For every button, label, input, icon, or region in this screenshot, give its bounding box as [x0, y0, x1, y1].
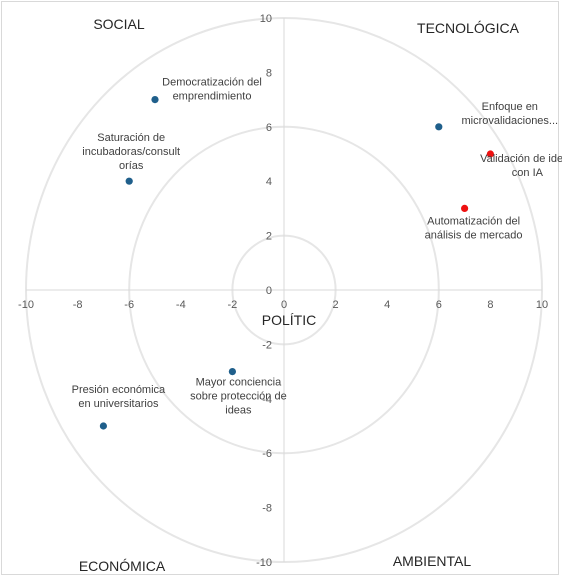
x-tick-label: 0 — [281, 299, 287, 311]
data-point-6 — [100, 422, 107, 429]
data-point-0 — [151, 96, 158, 103]
axes-layer — [26, 18, 542, 562]
y-tick-label: 0 — [266, 285, 272, 297]
x-tick-label: 10 — [536, 299, 548, 311]
quadrant-label-social: SOCIAL — [93, 16, 145, 32]
quadrant-label-economica: ECONÓMICA — [79, 558, 166, 574]
point-label: Validación de ideascon IA — [480, 153, 562, 179]
y-tick-label: 6 — [266, 122, 272, 134]
y-tick-label: -6 — [262, 448, 272, 460]
point-labels-layer: Democratización del emprendimiento Saturac… — [72, 77, 562, 417]
y-tick-label: 8 — [266, 67, 272, 79]
x-tick-label: -4 — [176, 299, 186, 311]
y-tick-label: -2 — [262, 339, 272, 351]
data-point-5 — [229, 368, 236, 375]
x-tick-label: 2 — [333, 299, 339, 311]
point-label: Enfoque en microvalidaciones... — [462, 101, 559, 127]
x-tick-label: 8 — [487, 299, 493, 311]
point-label: Mayor conciencia sobre protección de ideas — [190, 377, 287, 417]
point-label: Automatización del análisis de mercado — [425, 215, 523, 241]
y-tick-label: -10 — [256, 557, 272, 569]
quadrant-label-tecnologica: TECNOLÓGICA — [417, 20, 520, 36]
point-label: Democratización del emprendimiento — [162, 77, 262, 103]
quadrant-label-ambiental: AMBIENTAL — [393, 553, 472, 569]
y-tick-label: -8 — [262, 503, 272, 515]
x-tick-label: -6 — [124, 299, 134, 311]
x-tick-label: -8 — [73, 299, 83, 311]
x-tick-label: 4 — [384, 299, 390, 311]
data-point-4 — [461, 205, 468, 212]
point-label: Saturación de incubadoras/consult orías — [82, 132, 180, 172]
y-tick-label: 4 — [266, 176, 272, 188]
point-label: Presión económica en universitarios — [72, 384, 166, 410]
data-point-2 — [435, 123, 442, 130]
quadrant-label-politic: POLÍTIC — [262, 312, 316, 328]
data-point-1 — [126, 178, 133, 185]
y-tick-label: 10 — [260, 13, 272, 25]
x-tick-label: 6 — [436, 299, 442, 311]
x-tick-label: -10 — [18, 299, 34, 311]
y-tick-label: 2 — [266, 231, 272, 243]
x-tick-label: -2 — [228, 299, 238, 311]
